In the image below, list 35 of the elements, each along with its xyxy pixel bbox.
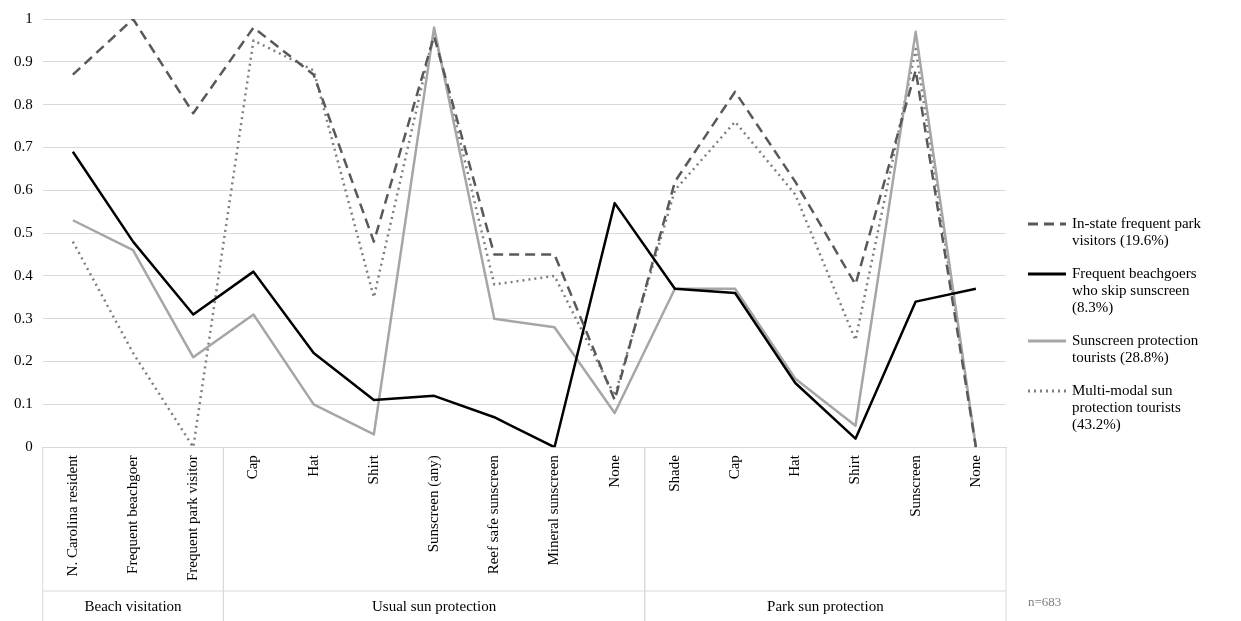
x-tick-label: Shirt (846, 454, 863, 485)
text: Park sun protection (767, 597, 885, 614)
y-tick-label: 0.9 (14, 52, 33, 69)
x-tick-label: Shirt (364, 454, 381, 485)
y-tick-label: 0.1 (14, 395, 33, 412)
y-tick-label: 0.4 (14, 266, 34, 283)
x-tick-label: Shade (665, 454, 682, 492)
x-tick-label: Sunscreen (906, 454, 923, 517)
y-tick-label: 0.6 (14, 181, 34, 198)
x-tick-label: Frequent park visitor (184, 455, 201, 581)
text: n=683 (1028, 594, 1062, 610)
legend-label: Sunscreen protection tourists (28.8%) (1072, 332, 1200, 366)
y-tick-label: 0.8 (14, 95, 33, 112)
y-tick-label: 0 (25, 438, 33, 455)
text: Usual sun protection (371, 597, 497, 614)
x-tick-label: None (605, 454, 622, 488)
x-tick-label: Cap (244, 455, 261, 480)
legend-label: Frequent beachgoers who skip sunscreen (8.3%) (1072, 265, 1198, 316)
y-tick-label: 0.5 (14, 224, 33, 241)
x-tick-label: Reef safe sunscreen (485, 454, 502, 575)
legend-label: Multi-modal sun protection tourists (43.2%) (1072, 382, 1182, 433)
x-tick-label: Mineral sunscreen (545, 454, 562, 566)
x-tick-label: Frequent beachgoer (123, 455, 140, 574)
x-tick-label: Cap (726, 455, 743, 480)
legend-label: In-state frequent park visitors (19.6%) (1072, 215, 1203, 249)
y-tick-label: 1 (25, 9, 33, 26)
y-tick-label: 0.7 (14, 138, 34, 155)
y-tick-label: 0.2 (14, 352, 33, 369)
x-tick-label: Sunscreen (any) (425, 455, 443, 553)
text: Beach visitation (84, 597, 183, 614)
y-tick-label: 0.3 (14, 309, 33, 326)
x-tick-label: N. Carolina resident (63, 454, 80, 577)
x-tick-label: Hat (304, 454, 321, 477)
x-tick-label: Hat (786, 454, 803, 477)
x-tick-label: None (966, 454, 983, 488)
